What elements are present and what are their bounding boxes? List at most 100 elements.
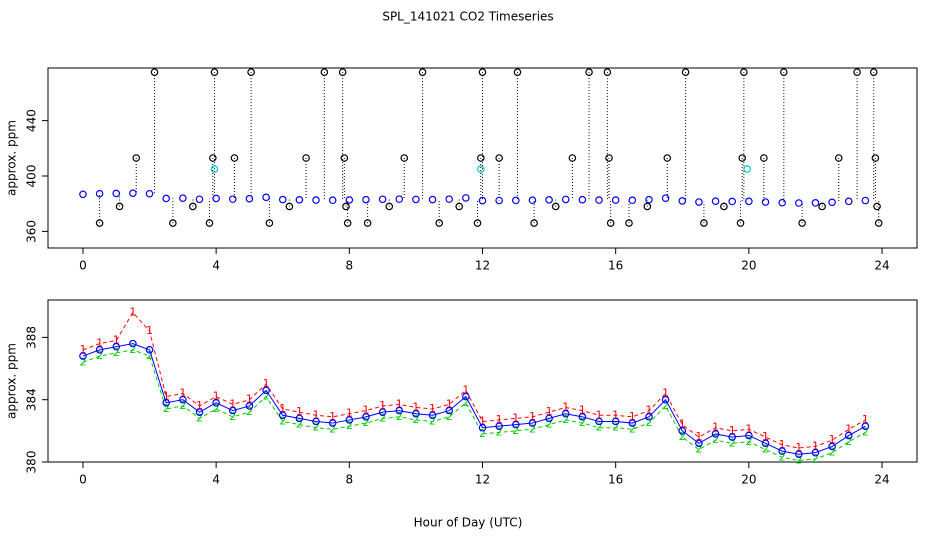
- point: 2: [496, 425, 503, 438]
- point: [603, 68, 612, 76]
- point: [95, 346, 104, 354]
- point: [611, 196, 620, 204]
- point: 2: [462, 396, 469, 409]
- x-tick-label: 0: [79, 259, 87, 273]
- x-tick-label: 12: [475, 473, 490, 487]
- point: 2: [96, 349, 103, 362]
- point: [209, 154, 217, 162]
- point: [798, 219, 806, 227]
- point: [495, 154, 503, 162]
- point: [212, 194, 220, 203]
- point: [551, 202, 560, 211]
- point: [162, 194, 170, 203]
- point: 2: [762, 443, 769, 456]
- point: 1: [662, 386, 669, 399]
- point: [711, 430, 720, 438]
- point: [265, 219, 274, 227]
- point: [628, 196, 637, 205]
- point: [478, 423, 487, 432]
- point: [247, 68, 255, 76]
- y-tick-label: 384: [25, 388, 39, 411]
- point: 2: [862, 425, 869, 438]
- point: [230, 154, 239, 162]
- point: [681, 68, 690, 76]
- point: [568, 154, 577, 162]
- point: [328, 196, 337, 205]
- point: 1: [679, 418, 686, 431]
- point: [611, 417, 620, 426]
- point: [145, 346, 154, 354]
- point: [625, 219, 633, 227]
- point: 2: [412, 413, 419, 426]
- point: [338, 68, 347, 76]
- point: 1: [96, 337, 103, 350]
- point: [874, 219, 883, 227]
- point: [834, 154, 843, 162]
- point: [278, 411, 287, 420]
- point: [661, 395, 670, 404]
- point: 1: [829, 433, 836, 446]
- point: 2: [479, 427, 486, 440]
- point: 1: [562, 400, 569, 413]
- point: [606, 219, 615, 227]
- point: 2: [695, 443, 702, 456]
- point: [228, 406, 237, 415]
- point: [210, 165, 219, 173]
- point: [477, 154, 485, 162]
- point: [95, 219, 104, 227]
- point: [112, 342, 121, 351]
- point: [435, 219, 444, 227]
- point: [455, 202, 463, 211]
- point: [195, 408, 204, 416]
- point: [378, 408, 387, 416]
- point: 2: [329, 422, 336, 435]
- point: [818, 202, 826, 211]
- point: 1: [313, 408, 320, 421]
- point: 2: [113, 346, 120, 359]
- point: 2: [812, 452, 819, 465]
- point: 1: [79, 343, 86, 356]
- point: 2: [446, 410, 453, 423]
- point: 2: [146, 349, 153, 362]
- point: 2: [313, 421, 320, 434]
- y-axis-label: approx. ppm: [5, 343, 19, 419]
- point: [340, 154, 349, 162]
- point: 2: [662, 399, 669, 412]
- point: [643, 202, 652, 211]
- point: [212, 399, 220, 407]
- point: 1: [146, 324, 153, 337]
- point: [418, 68, 427, 76]
- point: [761, 439, 770, 448]
- point: [132, 154, 141, 162]
- point: [400, 154, 409, 162]
- point: [844, 431, 853, 440]
- point: [462, 392, 470, 401]
- y-tick-label: 360: [25, 220, 39, 243]
- point: [780, 68, 788, 76]
- point: 1: [412, 400, 419, 413]
- series-line: [82, 349, 866, 461]
- point: [871, 154, 880, 162]
- point: [700, 219, 708, 227]
- point: [262, 193, 270, 202]
- point: 1: [712, 421, 719, 434]
- point: [561, 409, 570, 418]
- point: [169, 219, 177, 227]
- point: 1: [329, 410, 336, 423]
- point: [385, 202, 394, 211]
- y-axis-label: approx. ppm: [5, 120, 19, 196]
- point: [578, 195, 587, 204]
- point: 2: [629, 422, 636, 435]
- point: [661, 194, 670, 202]
- point: [663, 154, 672, 162]
- plot-frame: [47, 67, 918, 249]
- point: 1: [462, 383, 469, 396]
- point: [861, 196, 870, 205]
- point: 1: [213, 390, 220, 403]
- point: 2: [246, 405, 253, 418]
- point: 2: [213, 402, 220, 415]
- point: 1: [596, 408, 603, 421]
- chart-title: SPL_141021 CO2 Timeseries: [382, 10, 553, 24]
- point: [513, 68, 522, 76]
- point: [844, 197, 853, 206]
